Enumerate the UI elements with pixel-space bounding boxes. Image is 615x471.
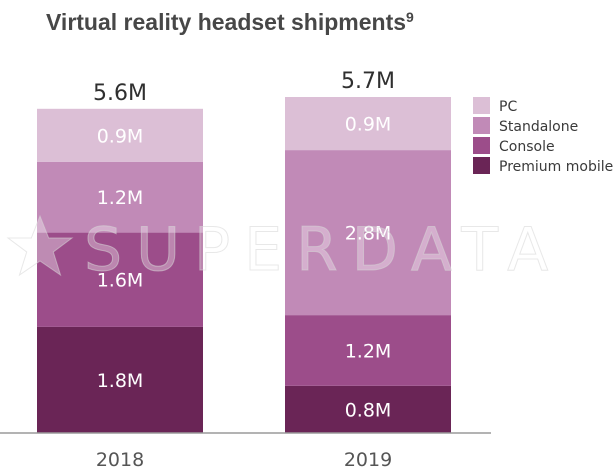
bar-segment-pc-2019 [285,97,451,151]
bar-segment-standalone-2019 [285,150,451,316]
total-label-2018: 5.6M [93,81,147,106]
legend-swatch-pc [473,97,490,114]
legend-label-pc: PC [499,99,517,115]
bars-layer [37,97,451,433]
data-label-premium-mobile-2018: 1.8M [97,370,144,392]
bar-segment-premium-mobile-2018 [37,326,203,433]
data-label-standalone-2019: 2.8M [345,223,392,245]
total-label-2019: 5.7M [341,69,395,94]
legend: PC Standalone Console Premium mobile [473,97,613,175]
labels-layer: 1.8M 1.6M 1.2M 0.9M 5.6M 0.8M 1.2M 2.8M 0.9M 5.7M [93,69,395,421]
title-footnote: 9 [406,9,414,25]
data-label-console-2019: 1.2M [345,341,392,363]
chart-title: Virtual reality headset shipments9 [46,9,414,35]
star-icon [6,214,74,277]
watermark: SUPERDATA [6,214,562,286]
x-axis-ticks: 2018 2019 [96,449,392,471]
data-label-pc-2018: 0.9M [97,125,144,147]
legend-label-premium-mobile: Premium mobile [499,159,613,175]
bar-segment-console-2019 [285,315,451,386]
bar-segment-console-2018 [37,232,203,327]
data-label-premium-mobile-2019: 0.8M [345,399,392,421]
data-label-standalone-2018: 1.2M [97,187,144,209]
bar-segment-pc-2018 [37,108,203,162]
legend-swatch-standalone [473,117,490,134]
data-label-console-2018: 1.6M [97,270,144,292]
legend-swatch-premium-mobile [473,157,490,174]
legend-label-standalone: Standalone [499,119,578,135]
data-label-pc-2019: 0.9M [345,114,392,136]
watermark-text: SUPERDATA [84,215,562,285]
bar-segment-premium-mobile-2019 [285,385,451,433]
bar-segment-standalone-2018 [37,161,203,233]
x-tick-label-2019: 2019 [344,449,392,471]
legend-label-console: Console [499,139,555,155]
x-tick-label-2018: 2018 [96,449,144,471]
legend-swatch-console [473,137,490,154]
